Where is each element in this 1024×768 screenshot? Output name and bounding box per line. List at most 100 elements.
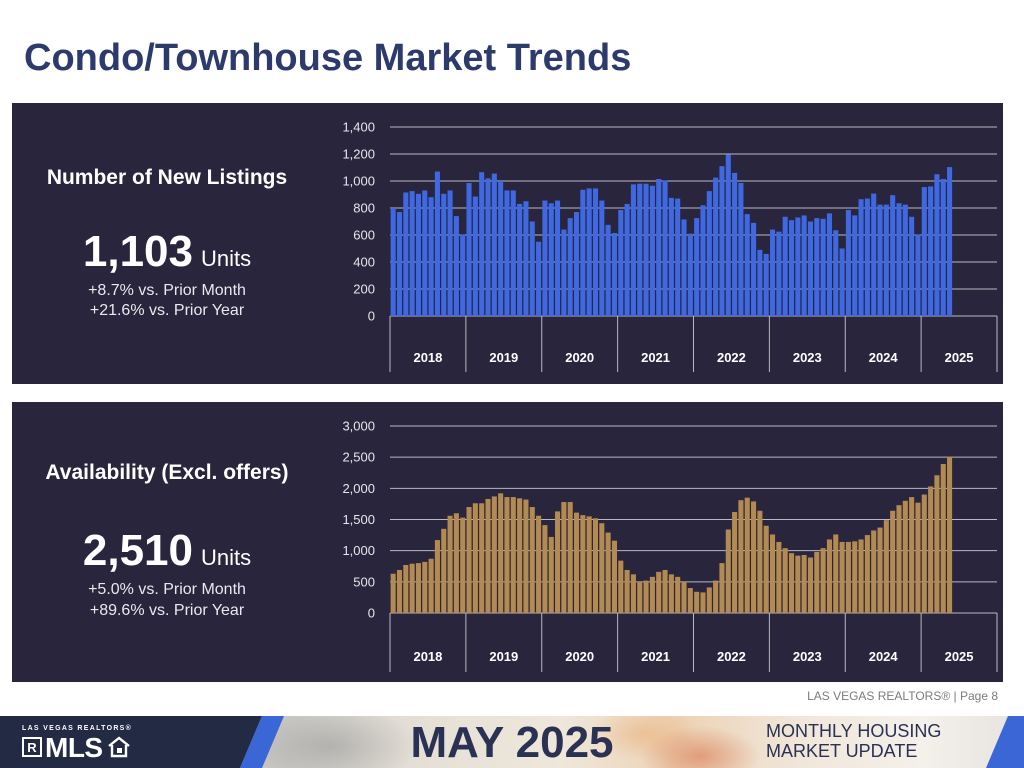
availability-bar [928,486,934,613]
availability-bar [751,501,757,613]
new-listings-bar [611,232,617,316]
availability-bar [757,510,763,613]
new-listings-bar [466,183,472,316]
new-listings-bar [592,188,599,316]
bars [390,456,953,613]
availability-bar [706,587,712,613]
availability-bar [605,532,611,613]
new-listings-bar [877,204,883,317]
availability-bar [403,565,409,613]
availability-bar [479,503,485,613]
new-listings-bar [498,181,504,316]
availability-bar [719,563,725,613]
new-listings-bar [662,180,668,316]
kpi-change-year: +89.6% vs. Prior Year [89,602,245,619]
y-tick-label: 200 [353,282,375,297]
new-listings-bar [940,178,946,316]
x-category-label: 2024 [869,649,899,664]
availability-bar [776,541,782,613]
new-listings-bar [624,203,630,316]
availability-bar [921,494,927,613]
y-tick-label: 600 [353,228,375,243]
new-listings-bar [921,187,927,316]
banner-navy-block [0,716,262,768]
x-category-label: 2025 [945,350,974,365]
availability-bar [915,502,921,613]
availability-chart: 0 500 1,000 1,500 2,000 2,500 3,000 2018 2019 202… [342,419,998,672]
availability-bar [536,515,542,613]
kpi-change-month: +5.0% vs. Prior Month [88,581,246,598]
y-tick-label: 1,000 [342,543,375,558]
new-listings-bar [422,190,428,316]
new-listings-bar [668,197,674,317]
new-listings-bar [814,218,820,316]
new-listings-bar [744,214,750,316]
logo-mark-letter: R [27,740,37,755]
availability-bar [611,540,617,613]
availability-bar [574,512,580,613]
availability-bar [909,497,915,613]
availability-bar [561,502,567,613]
logo-top-text: LAS VEGAS REALTORS® [22,725,133,732]
new-listings-bar [434,171,440,316]
availability-bar [801,555,807,613]
logo-text: MLS [45,732,103,763]
new-listings-bar [485,178,491,316]
x-category-label: 2024 [869,350,899,365]
new-listings-bar [858,199,864,316]
new-listings-bar [890,195,896,316]
kpi-value-row: 2,510 Units [12,527,322,575]
availability-bar [681,581,687,613]
new-listings-bar [504,190,510,316]
availability-bar [630,574,636,613]
new-listings-bar [390,208,396,316]
new-listings-bar [776,231,782,317]
x-axis: 2018 2019 2020 2021 2022 2023 2024 2025 [389,613,998,672]
new-listings-chart: 0 200 400 600 800 1,000 1,200 1,400 2018 2019 2020… [342,120,998,372]
availability-bar [845,541,851,613]
new-listings-bar [852,215,858,316]
availability-bar [770,534,776,613]
new-listings-bar [738,183,744,316]
new-listings-bar [403,192,409,316]
y-tick-label: 500 [353,574,375,589]
new-listings-bar [871,193,877,316]
banner-blue-corner [986,716,1024,768]
new-listings-bar [529,221,535,316]
availability-bar [447,515,453,613]
new-listings-bar [928,186,934,316]
new-listings-bar [826,213,832,316]
x-category-label: 2023 [793,649,822,664]
new-listings-bar [883,204,889,317]
availability-bar [890,510,896,613]
kpi-unit: Units [200,545,252,570]
kpi-title: Number of New Listings [46,166,288,189]
kpi-title: Availability (Excl. offers) [45,461,289,484]
availability-bar [656,571,662,613]
new-listings-bar [675,198,681,316]
new-listings-bar [770,229,776,316]
availability-bar [472,503,478,613]
availability-bar [662,569,668,613]
banner-blue-stripe [240,716,284,768]
availability-bar [940,464,946,613]
page-title: Condo/Townhouse Market Trends [24,37,632,79]
new-listings-bar [649,185,655,316]
availability-bar [517,498,523,613]
new-listings-bar [574,212,580,316]
availability-bar [947,456,953,613]
availability-bar [409,563,415,613]
new-listings-bar [555,200,561,316]
bars [390,154,953,317]
availability-bar [567,502,573,613]
new-listings-bar [757,249,763,316]
y-tick-label: 1,200 [342,147,375,162]
page-footer: LAS VEGAS REALTORS® | Page 8 [807,689,998,703]
availability-bar [864,535,870,613]
new-listings-bar [599,200,605,316]
y-axis-labels: 0 200 400 600 800 1,000 1,200 1,400 [342,120,375,324]
availability-bar [902,500,908,613]
new-listings-bar [453,216,459,316]
x-category-label: 2023 [793,350,822,365]
